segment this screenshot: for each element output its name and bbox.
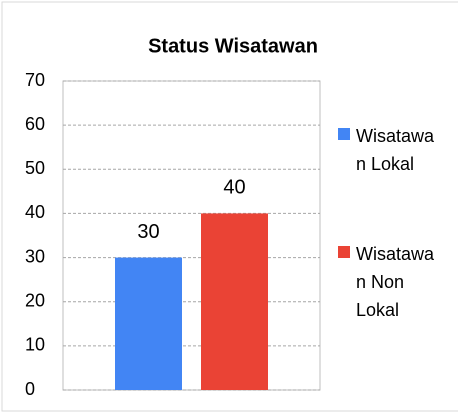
chart-title: Status Wisatawan [148, 35, 318, 57]
legend-swatch [338, 246, 350, 258]
y-tick-label: 30 [25, 246, 45, 266]
y-tick-label: 40 [25, 202, 45, 222]
data-label: 30 [137, 221, 159, 243]
plot-area [62, 80, 321, 391]
legend-label: Wisatawan Lokal [356, 126, 435, 174]
y-tick-label: 60 [25, 114, 45, 134]
y-tick-label: 0 [25, 379, 35, 399]
legend-label: Wisatawan Non Lokal [356, 244, 435, 320]
data-label: 40 [223, 177, 245, 199]
y-tick-label: 70 [25, 70, 45, 90]
bar [115, 257, 182, 390]
y-tick-label: 50 [25, 158, 45, 178]
bar [201, 213, 268, 390]
legend-swatch [338, 128, 350, 140]
y-tick-label: 20 [25, 290, 45, 310]
y-tick-label: 10 [25, 335, 45, 355]
